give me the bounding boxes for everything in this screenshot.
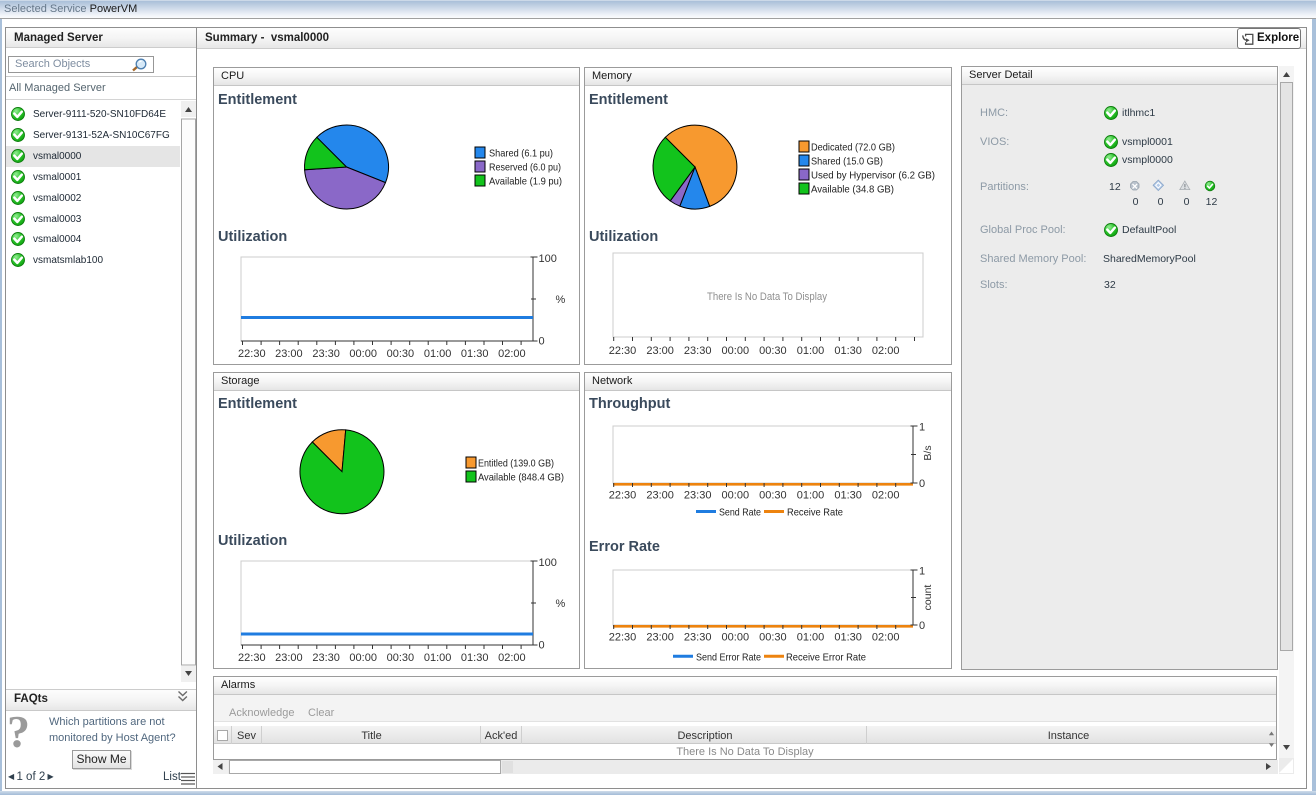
svg-text:23:30: 23:30: [312, 348, 340, 360]
svg-text:02:00: 02:00: [872, 490, 900, 502]
svg-text:01:30: 01:30: [461, 652, 489, 664]
svg-text:22:30: 22:30: [238, 348, 266, 360]
svg-text:01:00: 01:00: [797, 345, 825, 357]
svg-text:00:00: 00:00: [722, 632, 750, 644]
svg-text:00:30: 00:30: [759, 632, 787, 644]
svg-text:22:30: 22:30: [238, 652, 266, 664]
svg-text:01:00: 01:00: [797, 632, 825, 644]
svg-text:00:30: 00:30: [387, 652, 415, 664]
svg-text:02:00: 02:00: [498, 348, 526, 360]
svg-text:Shared (15.0 GB): Shared (15.0 GB): [811, 156, 883, 168]
svg-text:01:00: 01:00: [424, 348, 452, 360]
svg-text:count: count: [922, 585, 934, 611]
svg-text:Available (34.8 GB): Available (34.8 GB): [811, 184, 894, 196]
svg-text:23:30: 23:30: [684, 490, 712, 502]
svg-text:100: 100: [539, 253, 557, 265]
svg-text:02:00: 02:00: [498, 652, 526, 664]
svg-text:Available (848.4 GB): Available (848.4 GB): [478, 472, 564, 484]
svg-text:22:30: 22:30: [609, 490, 637, 502]
svg-text:02:00: 02:00: [872, 632, 900, 644]
svg-text:23:00: 23:00: [646, 490, 674, 502]
svg-text:23:00: 23:00: [646, 345, 674, 357]
svg-text:00:30: 00:30: [759, 490, 787, 502]
svg-text:00:00: 00:00: [722, 490, 750, 502]
svg-text:There Is No Data To Display: There Is No Data To Display: [707, 291, 827, 303]
svg-text:23:30: 23:30: [684, 345, 712, 357]
svg-text:1: 1: [919, 566, 925, 578]
svg-text:00:30: 00:30: [759, 345, 787, 357]
svg-text:00:00: 00:00: [722, 345, 750, 357]
svg-text:Receive Error Rate: Receive Error Rate: [786, 651, 866, 663]
svg-text:Available (1.9 pu): Available (1.9 pu): [489, 176, 562, 188]
svg-text:Used by Hypervisor (6.2 GB): Used by Hypervisor (6.2 GB): [811, 170, 935, 182]
svg-text:Send Rate: Send Rate: [719, 507, 761, 519]
svg-text:23:00: 23:00: [646, 632, 674, 644]
svg-text:23:00: 23:00: [275, 652, 303, 664]
svg-text:00:30: 00:30: [387, 348, 415, 360]
svg-text:22:30: 22:30: [609, 345, 637, 357]
svg-text:0: 0: [919, 620, 925, 632]
svg-text:00:00: 00:00: [349, 348, 377, 360]
svg-text:1: 1: [919, 422, 925, 434]
svg-text:01:00: 01:00: [424, 652, 452, 664]
svg-text:02:00: 02:00: [872, 345, 900, 357]
svg-text:00:00: 00:00: [349, 652, 377, 664]
svg-text:Receive Rate: Receive Rate: [787, 507, 843, 519]
svg-text:22:30: 22:30: [609, 632, 637, 644]
svg-text:Reserved (6.0 pu): Reserved (6.0 pu): [489, 162, 561, 174]
svg-text:Shared (6.1 pu): Shared (6.1 pu): [489, 148, 553, 160]
svg-text:%: %: [556, 598, 566, 610]
svg-text:Entitled (139.0 GB): Entitled (139.0 GB): [478, 458, 554, 470]
svg-text:01:30: 01:30: [834, 490, 862, 502]
svg-text:23:00: 23:00: [275, 348, 303, 360]
svg-text:23:30: 23:30: [312, 652, 340, 664]
svg-text:0: 0: [539, 640, 545, 652]
svg-text:01:30: 01:30: [834, 632, 862, 644]
svg-text:23:30: 23:30: [684, 632, 712, 644]
svg-text:0: 0: [919, 478, 925, 490]
svg-text:B/s: B/s: [922, 445, 934, 460]
svg-text:?: ?: [7, 706, 30, 757]
svg-text:01:30: 01:30: [461, 348, 489, 360]
svg-text:01:30: 01:30: [834, 345, 862, 357]
svg-text:0: 0: [539, 336, 545, 348]
svg-text:%: %: [556, 294, 566, 306]
svg-text:Dedicated (72.0 GB): Dedicated (72.0 GB): [811, 142, 895, 154]
svg-text:100: 100: [539, 557, 557, 569]
svg-text:Send Error Rate: Send Error Rate: [696, 651, 761, 663]
svg-text:01:00: 01:00: [797, 490, 825, 502]
